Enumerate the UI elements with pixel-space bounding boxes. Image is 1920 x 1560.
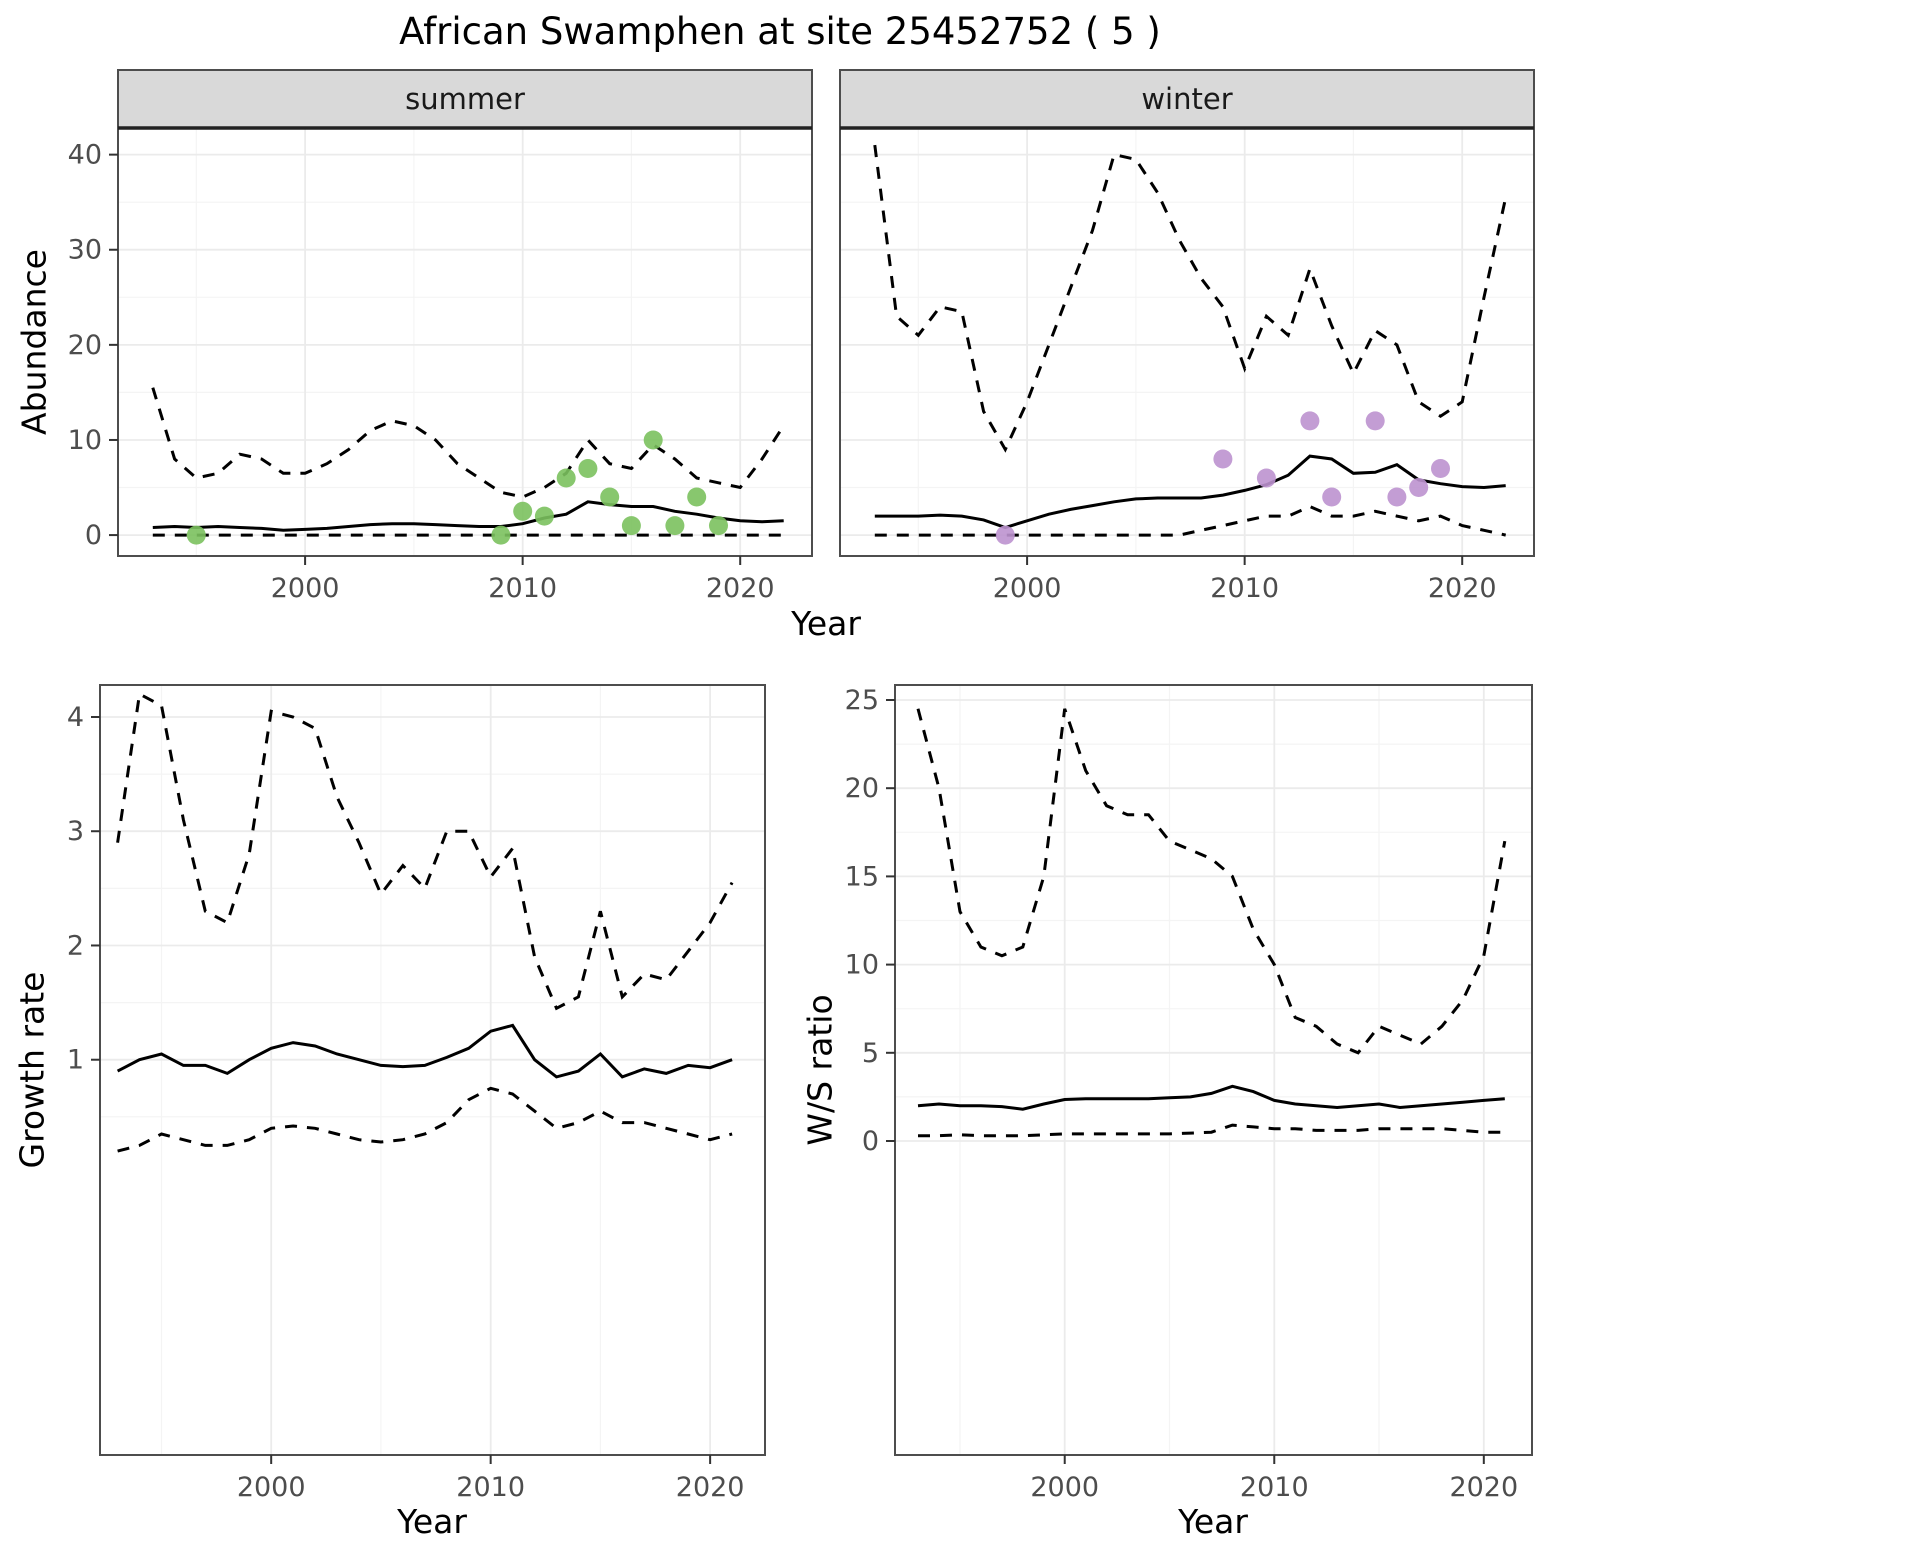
gridlines [840, 128, 1534, 556]
x-tick-label: 2000 [237, 1472, 306, 1503]
abundance-summer-observed-counts [186, 430, 728, 545]
data-point [1409, 478, 1429, 497]
panel-background [895, 685, 1532, 1455]
x-tick-label: 2020 [1428, 573, 1497, 604]
data-point [643, 430, 663, 450]
data-point [513, 501, 533, 521]
data-point [1256, 468, 1276, 488]
data-point [1387, 487, 1407, 507]
ws-ratio-axis-title: W/S ratio [800, 994, 840, 1146]
growth-rate-median-line [116, 1023, 733, 1079]
data-point [621, 516, 641, 536]
panel-background [840, 128, 1534, 556]
ws-ratio-median-line [917, 1084, 1505, 1111]
panel-ws-ratio: 2000 2010 2020 0 5 10 15 20 25 [845, 684, 1533, 1503]
data-point [491, 525, 511, 545]
data-marks [873, 144, 1508, 545]
y-tick-label: 3 [67, 816, 84, 847]
data-point [600, 487, 620, 507]
x-tick-label: 2020 [676, 1472, 745, 1503]
x-tick-label: 2020 [1449, 1472, 1518, 1503]
ws-ratio-lower-ci-line [918, 1123, 1505, 1138]
data-point [665, 516, 685, 536]
abundance-winter-observed-counts [995, 411, 1450, 545]
gridlines [895, 685, 1532, 1455]
gridlines [100, 685, 765, 1455]
x-tick-label: 2010 [1210, 573, 1279, 604]
year-axis-title-top: Year [791, 604, 861, 643]
y-tick-label: 30 [68, 235, 102, 266]
abundance-axis-title: Abundance [14, 249, 54, 435]
data-point [556, 468, 576, 488]
abundance-winter-median-line [874, 454, 1506, 530]
panel-border [99, 684, 766, 1456]
y-tick-label: 10 [68, 425, 102, 456]
abundance-summer-median-line [152, 500, 784, 532]
y-tick-label: 0 [862, 1126, 879, 1157]
data-point [186, 525, 206, 545]
data-point [687, 487, 707, 507]
growth-rate-axis-title: Growth rate [12, 971, 52, 1169]
y-tick-label: 5 [862, 1038, 879, 1069]
y-tick-label: 15 [845, 861, 879, 892]
y-tick-label: 4 [67, 702, 84, 733]
y-tick-label: 40 [68, 140, 102, 171]
data-point [995, 525, 1015, 545]
growth-rate-lower-ci-line [117, 1086, 733, 1153]
year-axis-title-bottom-right: Year [1178, 1502, 1248, 1541]
y-tick-label: 1 [67, 1045, 84, 1076]
data-point [709, 516, 728, 536]
data-point [1431, 459, 1450, 478]
facet-strip-winter [839, 69, 1535, 129]
data-marks [916, 708, 1507, 1138]
data-marks [151, 387, 785, 545]
x-tick-label: 2010 [488, 573, 557, 604]
data-marks [116, 691, 734, 1153]
facet-strip-summer [117, 69, 813, 129]
y-tick-label: 0 [85, 520, 102, 551]
x-tick-label: 2000 [1030, 1472, 1099, 1503]
y-tick-label: 25 [845, 685, 879, 716]
panel-abundance-summer: summer 2000 2010 2020 0 10 20 30 40 [68, 69, 813, 604]
y-tick-label: 20 [68, 330, 102, 361]
data-point [1300, 411, 1320, 431]
y-tick-label: 2 [67, 930, 84, 961]
data-point [1213, 449, 1233, 469]
data-point [534, 506, 554, 526]
data-point [1322, 487, 1342, 507]
panel-growth-rate: 2000 2010 2020 1 2 3 4 [67, 684, 766, 1503]
facet-strip-label: summer [405, 82, 525, 116]
y-tick-label: 20 [845, 773, 879, 804]
ws-ratio-upper-ci-line [916, 708, 1507, 1055]
x-tick-label: 2020 [706, 573, 775, 604]
panel-background [100, 685, 765, 1455]
x-tick-label: 2010 [1240, 1472, 1309, 1503]
gridlines [118, 128, 812, 556]
abundance-summer-upper-ci-line [151, 387, 785, 499]
y-tick-label: 10 [845, 950, 879, 981]
chart-title: African Swamphen at site 25452752 ( 5 ) [399, 10, 1161, 53]
panel-border [894, 684, 1533, 1456]
panel-abundance-winter: winter 2000 2010 2020 [839, 69, 1535, 604]
panel-background [118, 128, 812, 556]
data-point [578, 459, 598, 478]
x-tick-label: 2010 [456, 1472, 525, 1503]
year-axis-title-bottom-left: Year [397, 1502, 467, 1541]
x-tick-label: 2000 [271, 573, 340, 604]
abundance-winter-lower-ci-line [874, 504, 1507, 537]
x-tick-label: 2000 [993, 573, 1062, 604]
growth-rate-upper-ci-line [116, 691, 734, 1011]
data-point [1365, 411, 1385, 431]
facet-strip-label: winter [1141, 82, 1232, 116]
